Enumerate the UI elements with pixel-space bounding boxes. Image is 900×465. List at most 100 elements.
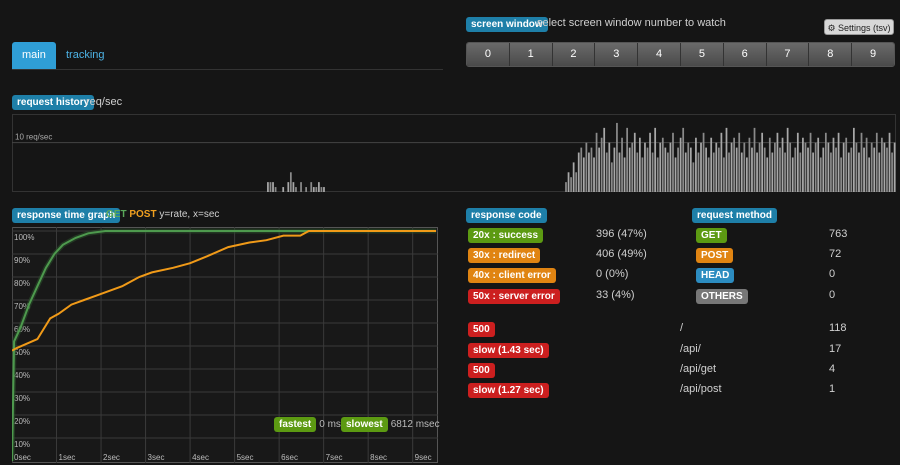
request-method-badge-head: HEAD [696, 268, 735, 283]
request-history-bar [756, 152, 758, 192]
request-history-bar [758, 142, 761, 192]
request-history-bar [692, 162, 695, 192]
request-history-bar [745, 157, 748, 192]
request-history-bar [677, 147, 679, 192]
screen-window-button-5[interactable]: 5 [680, 43, 724, 66]
screen-window-button-0[interactable]: 0 [467, 43, 510, 66]
request-history-bar [723, 157, 725, 192]
request-history-bar [830, 152, 832, 192]
screen-window-button-4[interactable]: 4 [638, 43, 681, 66]
slowest-label: slowest [341, 417, 388, 432]
request-history-bar [667, 152, 669, 192]
request-history-unit: req/sec [86, 96, 123, 108]
fastest-metric: fastest 0 msec [274, 417, 351, 432]
request-history-bar [621, 137, 623, 192]
screen-window-selector: 0 1 2 3 4 5 6 7 8 9 [466, 42, 895, 67]
request-history-bar [605, 152, 608, 192]
request-history-bar [878, 152, 881, 192]
request-method-badge-others: OTHERS [696, 289, 748, 304]
request-history-bar [842, 142, 845, 192]
request-history-bar [863, 147, 865, 192]
screen-window-button-1[interactable]: 1 [509, 43, 553, 66]
request-history-bar [603, 127, 606, 192]
x-tick-label: 7sec [326, 453, 343, 462]
y-tick-label: 90% [14, 256, 30, 265]
request-history-bar [626, 127, 629, 192]
request-history-bar [580, 147, 583, 192]
request-history-bar [774, 142, 776, 192]
request-history-bar [654, 127, 657, 192]
request-history-bar [567, 172, 570, 192]
path-count-3: 1 [829, 383, 836, 395]
response-code-label: response code [466, 208, 547, 223]
request-history-bar [618, 152, 621, 192]
path-url-3[interactable]: /api/post [680, 383, 722, 395]
path-url-0[interactable]: / [680, 322, 684, 334]
request-history-bar [623, 157, 626, 192]
path-count-0: 118 [829, 322, 847, 334]
request-history-bar [682, 127, 685, 192]
response-code-value-20x: 396 (47%) [596, 228, 647, 240]
legend-post: POST [129, 209, 157, 220]
screen-window-button-9[interactable]: 9 [852, 43, 894, 66]
path-count-1: 17 [829, 343, 842, 355]
request-history-bar [789, 142, 792, 192]
x-tick-label: 0sec [14, 453, 31, 462]
tab-main[interactable]: main [12, 42, 56, 69]
legend-axes-text: y=rate, x=sec [159, 209, 220, 220]
request-history-bar [870, 142, 873, 192]
response-code-value-50x: 33 (4%) [596, 289, 635, 301]
request-history-bar [572, 162, 575, 192]
response-code-badge-30x: 30x : redirect [468, 248, 541, 263]
request-history-bar [738, 132, 741, 192]
request-history-bar [565, 182, 567, 192]
x-tick-label: 5sec [237, 453, 254, 462]
request-history-bar [852, 127, 855, 192]
request-method-value-others: 0 [829, 289, 836, 301]
request-history-bar [860, 132, 863, 192]
screen-window-button-3[interactable]: 3 [595, 43, 639, 66]
request-history-bar [289, 172, 292, 192]
request-history-bar [689, 147, 692, 192]
y-tick-label: 10% [14, 440, 30, 449]
screen-window-button-2[interactable]: 2 [552, 43, 596, 66]
request-history-bar [272, 182, 274, 192]
request-method-badge-get: GET [696, 228, 727, 243]
path-badge-1: slow (1.43 sec) [468, 343, 549, 358]
path-url-2[interactable]: /api/get [680, 363, 717, 375]
request-history-bar [804, 142, 807, 192]
request-history-bar [323, 187, 325, 192]
screen-window-button-7[interactable]: 7 [766, 43, 810, 66]
request-history-bar [646, 147, 649, 192]
path-count-2: 4 [829, 363, 836, 375]
request-history-bar [575, 172, 578, 192]
settings-button[interactable]: ⚙ Settings (tsv) [824, 19, 894, 35]
request-history-bar [771, 152, 774, 192]
post-series-line [12, 230, 436, 352]
request-history-bar [715, 142, 718, 192]
fastest-value: 0 msec [319, 419, 352, 430]
tab-tracking[interactable]: tracking [66, 49, 105, 61]
request-history-bar [845, 137, 848, 192]
request-history-bar [267, 182, 269, 192]
request-history-bar [768, 137, 771, 192]
request-history-bar [832, 137, 835, 192]
screen-window-button-8[interactable]: 8 [809, 43, 853, 66]
request-history-bar [295, 187, 297, 192]
request-history-bar [776, 132, 779, 192]
request-history-bar [585, 142, 588, 192]
screen-window-button-6[interactable]: 6 [723, 43, 767, 66]
request-history-bar [794, 147, 797, 192]
request-history-bar [725, 127, 728, 192]
path-url-1[interactable]: /api/ [680, 343, 701, 355]
y-tick-label: 100% [14, 233, 34, 242]
request-history-bar [598, 147, 600, 192]
response-code-badge-50x: 50x : server error [468, 289, 560, 304]
x-tick-label: 8sec [370, 453, 387, 462]
request-history-bar [809, 132, 812, 192]
request-history-bar [269, 182, 272, 192]
y-tick-label: 40% [14, 371, 30, 380]
response-code-badge-20x: 20x : success [468, 228, 544, 243]
request-history-bar [702, 132, 705, 192]
response-code-value-30x: 406 (49%) [596, 248, 647, 260]
